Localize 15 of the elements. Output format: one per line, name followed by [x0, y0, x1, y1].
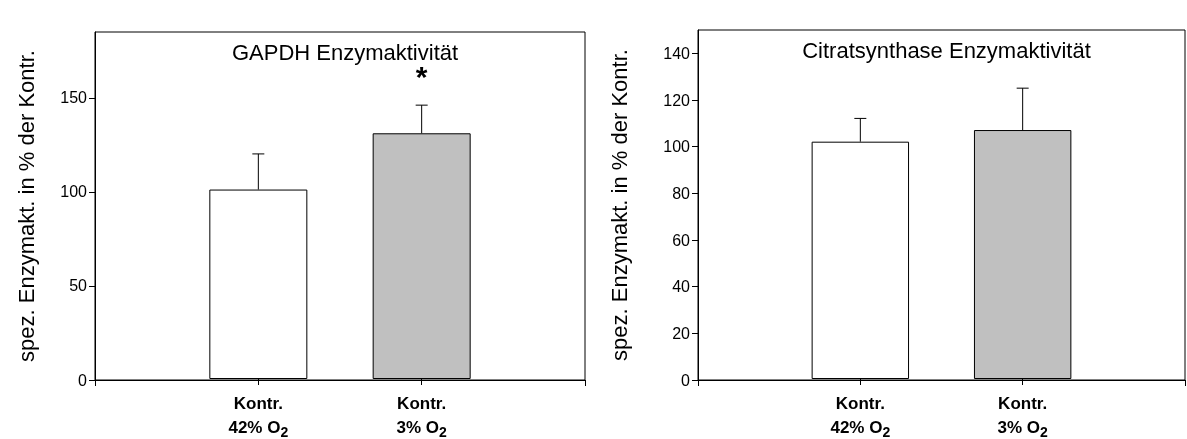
y-tick-label: 0	[78, 371, 88, 389]
y-tick-label: 60	[672, 231, 691, 249]
chart-title: Citratsynthase Enzymaktivität	[802, 37, 1091, 63]
y-tick-label: 0	[681, 371, 691, 389]
y-tick-label: 120	[663, 91, 691, 109]
y-tick-label: 140	[663, 44, 691, 62]
y-tick-label: 40	[672, 278, 691, 296]
y-tick-label: 80	[672, 184, 691, 202]
y-tick-label: 50	[69, 277, 88, 295]
y-axis-title: spez. Enzymakt. in % der Kontr.	[13, 50, 39, 362]
y-axis-title: spez. Enzymakt. in % der Kontr.	[606, 49, 632, 361]
y-tick-label: 150	[60, 89, 88, 107]
y-tick-label: 100	[663, 138, 691, 156]
y-tick-label: 100	[60, 183, 88, 201]
y-tick-label: 20	[672, 324, 691, 342]
